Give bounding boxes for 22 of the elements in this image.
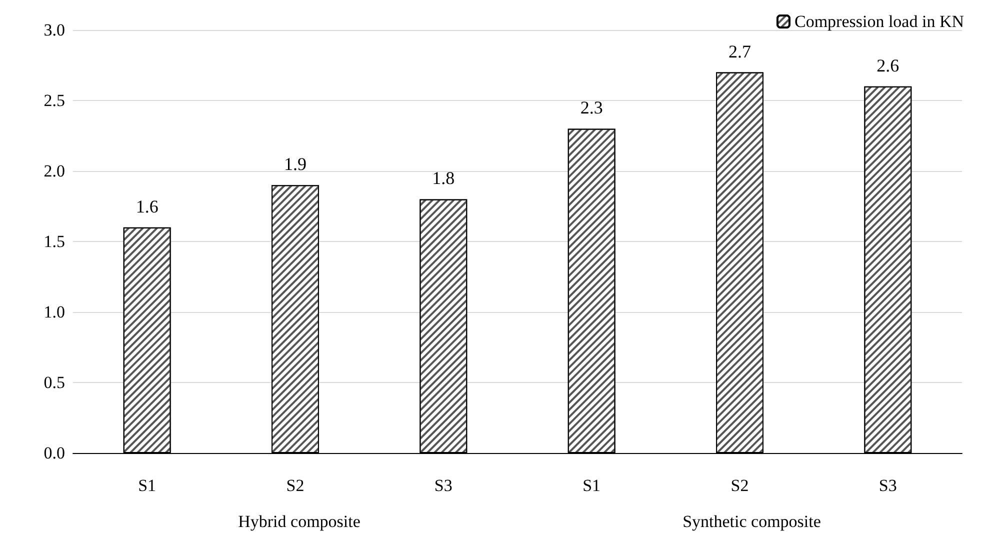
data-label: 1.9 — [284, 154, 306, 174]
data-label: 1.8 — [432, 168, 455, 188]
x-tick-label: S2 — [730, 476, 749, 495]
x-tick-label: S3 — [434, 476, 452, 495]
y-tick-label: 2.5 — [44, 91, 65, 110]
y-tick-label: 1.5 — [44, 232, 65, 251]
x-tick-label: S2 — [286, 476, 304, 495]
text: Synthetic composite — [682, 512, 821, 531]
data-label: 1.6 — [136, 196, 158, 216]
x-tick-label: S3 — [878, 476, 897, 495]
y-tick-label: 3.0 — [44, 20, 65, 40]
data-label: 2.3 — [580, 98, 603, 118]
y-tick-label: 2.0 — [44, 162, 65, 180]
data-label: 2.7 — [728, 41, 751, 62]
y-tick-label: 1.0 — [44, 302, 65, 322]
x-tick-label: S1 — [138, 476, 156, 495]
y-tick-label: 0.0 — [44, 444, 65, 462]
x-tick-label: S1 — [582, 476, 601, 495]
text: Hybrid composite — [238, 512, 360, 531]
legend-label: Compression load in KN — [794, 12, 964, 31]
y-tick-label: 0.5 — [44, 373, 65, 392]
data-label: 2.6 — [876, 55, 900, 76]
